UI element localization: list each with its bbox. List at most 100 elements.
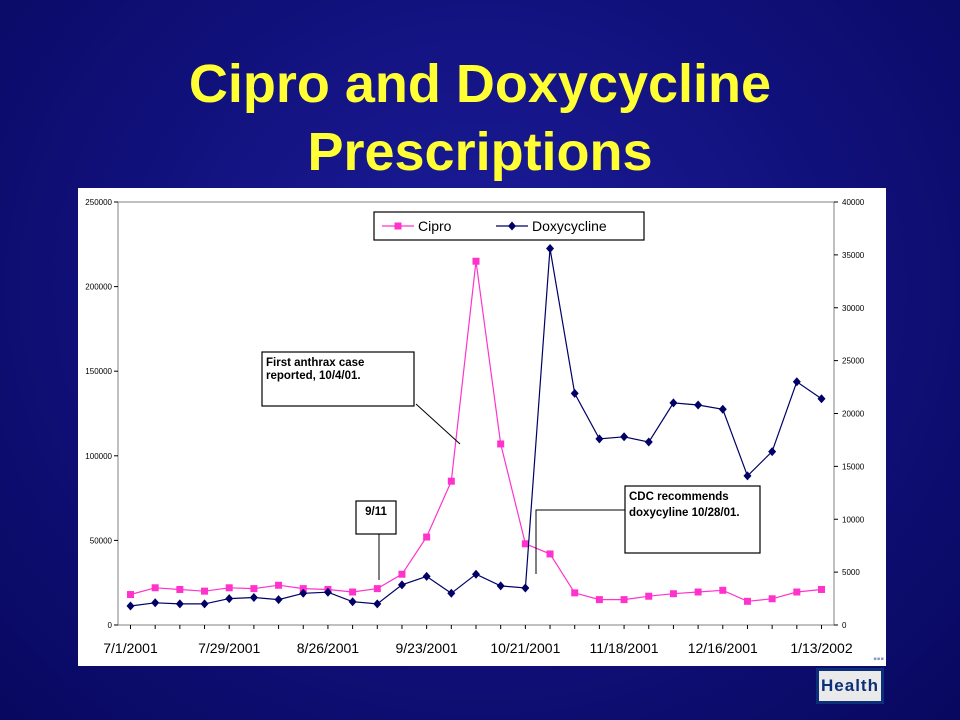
data-point-doxycycline xyxy=(521,583,530,593)
data-point-cipro xyxy=(201,587,209,595)
data-point-cipro xyxy=(521,540,529,548)
y-right-tick-label: 25000 xyxy=(842,357,865,366)
data-point-doxycycline xyxy=(249,593,258,603)
data-point-cipro xyxy=(472,257,480,265)
annotation-box-anthrax xyxy=(261,351,415,407)
data-point-doxycycline xyxy=(669,398,678,408)
data-point-cipro xyxy=(299,585,307,593)
data-point-doxycycline xyxy=(200,599,209,609)
y-right-tick-label: 30000 xyxy=(842,304,865,313)
y-right-tick-label: 40000 xyxy=(842,198,865,207)
data-point-doxycycline xyxy=(570,388,579,398)
x-tick-label: 9/23/2001 xyxy=(395,640,457,656)
y-left-tick-label: 100000 xyxy=(85,452,112,461)
title-line-1: Cipro and Doxycycline xyxy=(188,54,772,114)
annotation-text-nine-eleven: 9/11 xyxy=(365,506,387,518)
x-tick-label: 7/29/2001 xyxy=(198,640,260,656)
data-point-doxycycline xyxy=(274,595,283,605)
slide-title: Cipro and Doxycycline Prescriptions xyxy=(0,50,960,186)
annotation-leader-cdc xyxy=(535,509,625,574)
data-point-cipro xyxy=(176,585,184,593)
data-point-cipro xyxy=(694,588,702,596)
legend: Cipro Doxycycline xyxy=(373,211,645,241)
legend-swatch-marker-doxycycline xyxy=(508,221,516,231)
y-right-tick-label: 15000 xyxy=(842,462,865,471)
data-point-doxycycline xyxy=(225,594,234,604)
data-point-cipro xyxy=(743,597,751,605)
data-point-cipro xyxy=(645,592,653,600)
data-point-cipro xyxy=(497,440,505,448)
title-line-2: Prescriptions xyxy=(307,122,653,182)
x-tick-label: 12/16/2001 xyxy=(688,640,758,656)
data-point-cipro xyxy=(793,588,801,596)
y-right-tick-label: 5000 xyxy=(842,568,860,577)
y-right-tick-label: 35000 xyxy=(842,251,865,260)
y-right-tick-label: 0 xyxy=(842,621,847,630)
data-point-doxycycline xyxy=(496,581,505,591)
y-right-tick-label: 10000 xyxy=(842,515,865,524)
data-point-doxycycline xyxy=(447,588,456,598)
data-point-doxycycline xyxy=(743,471,752,481)
logo-accent: ▪▪▪ xyxy=(873,654,884,665)
data-point-doxycycline xyxy=(472,569,480,579)
data-point-doxycycline xyxy=(397,580,406,590)
legend-swatch-marker-cipro xyxy=(394,222,402,230)
data-point-doxycycline xyxy=(373,599,382,609)
data-point-doxycycline xyxy=(768,447,777,457)
data-point-cipro xyxy=(349,588,357,596)
data-point-cipro xyxy=(595,596,603,604)
data-point-doxycycline xyxy=(151,598,160,608)
data-point-cipro xyxy=(127,591,134,599)
data-point-cipro xyxy=(250,585,258,593)
data-point-doxycycline xyxy=(126,601,135,611)
x-tick-label: 7/1/2001 xyxy=(103,640,158,656)
data-point-cipro xyxy=(669,590,677,598)
data-point-doxycycline xyxy=(817,394,826,404)
data-point-cipro xyxy=(447,477,455,485)
annotation-text-anthrax: reported, 10/4/01. xyxy=(266,370,361,382)
legend-label-cipro: Cipro xyxy=(418,218,452,234)
data-point-cipro xyxy=(546,550,554,558)
annotation-leader-anthrax xyxy=(415,403,461,445)
data-point-cipro xyxy=(571,589,579,597)
data-point-doxycycline xyxy=(175,599,184,609)
data-point-doxycycline xyxy=(299,588,308,598)
data-point-doxycycline xyxy=(644,437,653,447)
data-point-doxycycline xyxy=(323,587,332,597)
annotation-box-cdc xyxy=(624,485,761,554)
data-point-doxycycline xyxy=(792,377,801,387)
y-left-tick-label: 0 xyxy=(108,621,113,630)
y-left-tick-label: 150000 xyxy=(85,367,112,376)
x-tick-label: 10/21/2001 xyxy=(490,640,560,656)
annotation-text-cdc: doxycyline 10/28/01. xyxy=(629,507,740,519)
data-point-cipro xyxy=(768,595,776,603)
data-point-cipro xyxy=(818,585,825,593)
logo-text: Health xyxy=(821,676,879,695)
data-point-cipro xyxy=(225,584,233,592)
data-point-cipro xyxy=(719,586,727,594)
y-left-tick-label: 250000 xyxy=(85,198,112,207)
data-point-cipro xyxy=(423,533,431,541)
legend-label-doxycycline: Doxycycline xyxy=(532,218,607,234)
annotation-text-cdc: CDC recommends xyxy=(629,491,729,503)
x-tick-label: 1/13/2002 xyxy=(790,640,852,656)
y-left-tick-label: 200000 xyxy=(85,283,112,292)
annotation-nine-eleven: 9/11 xyxy=(355,500,397,580)
data-point-doxycycline xyxy=(595,434,604,444)
data-point-doxycycline xyxy=(546,244,555,254)
data-point-cipro xyxy=(151,584,159,592)
x-tick-label: 8/26/2001 xyxy=(297,640,359,656)
data-point-doxycycline xyxy=(718,404,727,414)
annotation-box-nine-eleven xyxy=(355,500,397,535)
data-point-cipro xyxy=(620,596,628,604)
annotation-cdc: CDC recommends doxycyline 10/28/01. xyxy=(535,485,761,574)
chart-panel: 0 50000 100000 150000 200000 250000 0 5000 10000… xyxy=(78,188,886,666)
data-point-doxycycline xyxy=(422,571,431,581)
data-point-doxycycline xyxy=(694,400,703,410)
y-left-tick-label: 50000 xyxy=(90,536,113,545)
x-tick-label: 11/18/2001 xyxy=(590,640,659,656)
annotation-text-anthrax: First anthrax case xyxy=(266,357,364,369)
y-right-tick-label: 20000 xyxy=(842,410,865,419)
data-point-doxycycline xyxy=(348,597,357,607)
